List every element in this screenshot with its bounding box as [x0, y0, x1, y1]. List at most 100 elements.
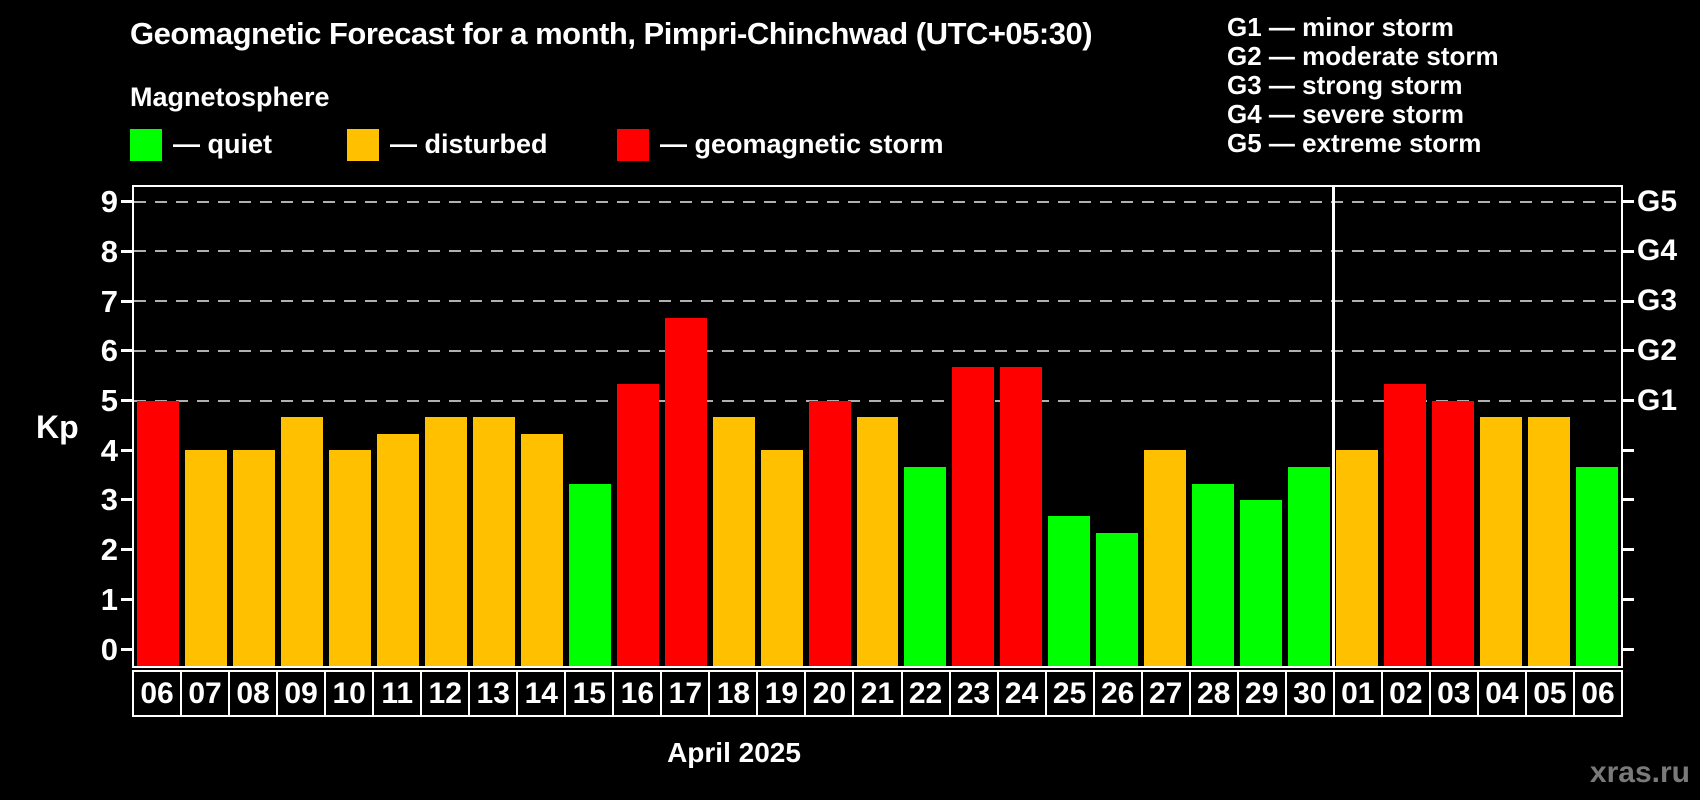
y-tick-right-4: [1623, 448, 1634, 452]
bar-day-26: [1096, 533, 1139, 666]
date-cell-13: 13: [468, 670, 519, 717]
date-cell-29: 29: [1236, 670, 1287, 717]
date-cell-22: 22: [900, 670, 951, 717]
bar-day-22: [904, 466, 947, 666]
legend-swatch-quiet: [130, 128, 162, 161]
date-cell-28: 28: [1188, 670, 1239, 717]
bar-day-04: [1480, 416, 1523, 666]
g-scale-line-5: G5 — extreme storm: [1227, 128, 1482, 158]
date-cell-03: 03: [1428, 670, 1479, 717]
bar-day-06: [137, 400, 179, 666]
y-tick-left-1: [121, 597, 132, 601]
gridline-kp8: [134, 250, 1621, 253]
bar-day-05: [1528, 416, 1571, 666]
y-tick-left-9: [121, 200, 132, 204]
y-tick-left-6: [121, 349, 132, 353]
month-label: April 2025: [667, 737, 801, 768]
y-axis-label-5: 5: [100, 383, 118, 418]
date-cell-16: 16: [612, 670, 663, 717]
bar-day-14: [520, 433, 563, 666]
month-separator: [1331, 187, 1335, 666]
y-axis-label-4: 4: [100, 432, 118, 468]
legend-item-storm: — geomagnetic storm: [617, 128, 944, 161]
date-cell-20: 20: [804, 670, 855, 717]
date-cell-12: 12: [420, 670, 471, 717]
chart-plot-area: [121, 185, 1634, 668]
y-axis-label-3: 3: [100, 482, 118, 518]
gridline-kp7: [134, 300, 1621, 303]
y-tick-left-2: [121, 548, 132, 552]
bar-day-11: [376, 433, 419, 666]
gridline-kp5: [134, 399, 1621, 402]
bar-day-25: [1048, 516, 1091, 666]
date-cell-23: 23: [948, 670, 999, 717]
bar-day-09: [280, 416, 323, 666]
date-cell-14: 14: [516, 670, 567, 717]
bar-day-28: [1192, 483, 1235, 666]
date-axis: 06 07 08 09 10 11 12 13 14 15 16 17 18 19 20 21 22 23 24 25…: [132, 670, 1623, 717]
y-tick-left-5: [121, 399, 132, 402]
right-axis-label-G3: G3: [1637, 284, 1678, 318]
bar-day-21: [856, 416, 899, 666]
watermark-link[interactable]: xras.ru: [1589, 756, 1690, 789]
date-cell-06: 06: [132, 670, 183, 717]
bar-day-07: [184, 450, 227, 666]
y-axis-title: Kp: [36, 409, 79, 445]
date-cell-15: 15: [564, 670, 615, 717]
y-tick-left-4: [121, 448, 132, 452]
y-axis-label-6: 6: [100, 333, 118, 369]
y-tick-right-7: [1623, 299, 1634, 303]
gridline-kp6: [134, 349, 1621, 352]
bar-day-20: [808, 400, 851, 666]
date-cell-26: 26: [1092, 670, 1143, 717]
right-axis-label-G2: G2: [1637, 333, 1678, 367]
g-scale-legend: G1 — minor storm G2 — moderate storm G3 — …: [1227, 13, 1499, 158]
date-cell-19: 19: [756, 670, 807, 717]
y-axis-label-0: 0: [100, 631, 118, 667]
y-tick-right-1: [1623, 597, 1634, 601]
right-axis-label-G5: G5: [1637, 184, 1678, 218]
legend-item-disturbed: — disturbed: [347, 128, 548, 161]
right-axis-label-G1: G1: [1637, 383, 1678, 417]
date-cell-27: 27: [1140, 670, 1191, 717]
date-cell-02: 02: [1380, 670, 1431, 717]
date-cell-21: 21: [852, 670, 903, 717]
date-cell-04: 04: [1476, 670, 1527, 717]
legend-item-quiet: — quiet: [130, 128, 272, 161]
bar-day-06: [1576, 466, 1618, 666]
y-axis-label-7: 7: [100, 283, 118, 319]
bar-day-19: [760, 450, 803, 666]
y-tick-right-5: [1623, 399, 1634, 402]
y-tick-right-2: [1623, 548, 1634, 552]
gridline-kp9: [134, 200, 1621, 203]
bar-day-27: [1144, 450, 1187, 666]
bar-day-15: [568, 483, 611, 666]
y-axis-label-1: 1: [100, 581, 118, 617]
y-tick-left-8: [121, 249, 132, 253]
bar-day-12: [424, 416, 467, 666]
y-tick-right-8: [1623, 249, 1634, 253]
y-axis-label-2: 2: [100, 532, 118, 568]
y-tick-right-3: [1623, 498, 1634, 502]
bar-day-24: [1000, 367, 1043, 666]
g-scale-line-4: G4 — severe storm: [1227, 99, 1465, 129]
date-cell-30: 30: [1284, 670, 1335, 717]
legend-label-disturbed: — disturbed: [390, 129, 548, 159]
y-tick-right-0: [1623, 647, 1634, 651]
bar-day-03: [1432, 400, 1475, 666]
g-scale-line-2: G2 — moderate storm: [1227, 41, 1499, 71]
bar-day-13: [472, 416, 515, 666]
bar-day-17: [664, 317, 707, 666]
bar-day-08: [232, 450, 275, 666]
legend-swatch-disturbed: [347, 128, 379, 161]
magnetosphere-legend: — quiet — disturbed — geomagnetic storm: [130, 128, 1130, 161]
date-cell-07: 07: [180, 670, 231, 717]
page-title: Geomagnetic Forecast for a month, Pimpri…: [130, 16, 1093, 51]
date-cell-25: 25: [1044, 670, 1095, 717]
date-cell-05: 05: [1524, 670, 1575, 717]
date-cell-18: 18: [708, 670, 759, 717]
right-axis-label-G4: G4: [1637, 234, 1678, 268]
date-cell-24: 24: [996, 670, 1047, 717]
date-cell-01: 01: [1332, 670, 1383, 717]
date-cell-10: 10: [324, 670, 375, 717]
